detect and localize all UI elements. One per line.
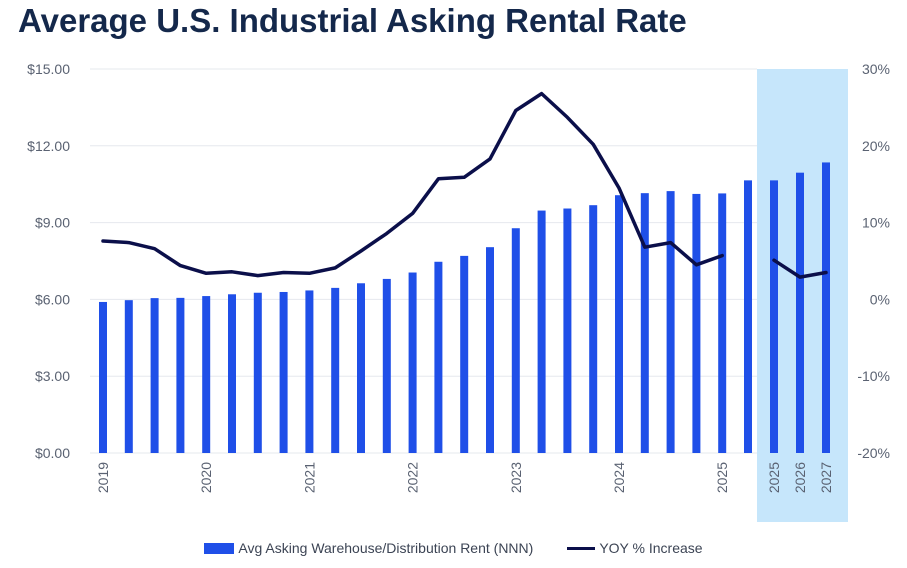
x-tick-label: 2024 [611,462,627,493]
y-left-tick-label: $0.00 [35,445,70,461]
chart-title: Average U.S. Industrial Asking Rental Ra… [18,2,687,39]
line-yoy [101,91,724,278]
bar-rent [692,193,701,454]
bar-rent [228,294,236,453]
y-left-tick-label: $9.00 [35,215,70,231]
y-right-tick-label: -20% [857,445,890,461]
bar-rent [305,290,314,453]
legend-label-yoy: YOY % Increase [599,540,703,556]
bar-rent [124,300,133,453]
line-yoy-forecast [772,258,828,279]
bar-rent [150,298,159,453]
x-tick-label: 2022 [405,462,421,493]
bar-rent-forecast [770,180,778,454]
bar-rent [202,296,211,453]
y-right-tick-label: 10% [862,215,890,231]
y-right-tick-label: 30% [862,61,890,77]
bar-rent [176,297,185,453]
legend-item-rent: Avg Asking Warehouse/Distribution Rent (… [204,540,533,556]
bar-rent [460,255,469,453]
bar-rent [408,272,417,453]
x-tick-label: 2021 [301,462,317,493]
y-left-tick-label: $6.00 [35,291,70,307]
y-left-tick-label: $12.00 [27,138,70,154]
y-left-tick-label: $15.00 [27,61,70,77]
bar-rent [434,261,443,453]
bar-rent-forecast [796,172,804,453]
bar-rent [615,195,623,453]
y-right-tick-label: 0% [870,291,890,307]
bar-rent [511,228,520,453]
x-tick-label: 2020 [198,462,214,493]
x-tick-label-forecast: 2027 [818,462,834,493]
bar-rent [640,193,649,453]
bar-rent [589,205,598,453]
bar-rent [486,247,494,453]
bar-rent [99,301,107,453]
bar-rent [718,193,727,453]
bar-rent [563,208,572,453]
y-right-tick-label: -10% [857,368,890,384]
x-tick-label: 2025 [714,462,730,493]
x-tick-label: 2019 [95,462,111,493]
bar-rent-forecast [822,162,830,453]
legend-bar-swatch [204,542,235,554]
legend-label-rent: Avg Asking Warehouse/Distribution Rent (… [238,540,534,556]
bar-rent [382,278,391,453]
bar-rent [253,292,262,453]
x-tick-label-forecast: 2025 [766,462,782,493]
y-right-tick-label: 20% [862,138,890,154]
chart-legend: Avg Asking Warehouse/Distribution Rent (… [0,540,907,556]
legend-item-yoy: YOY % Increase [567,540,703,556]
bar-rent [744,180,752,454]
legend-line-swatch [567,546,596,550]
y-left-tick-label: $3.00 [35,368,70,384]
x-tick-label-forecast: 2026 [792,462,808,493]
x-tick-label: 2023 [508,462,524,493]
chart-plot: $0.00 -20% $3.00 -10% $6.00 0% $9.00 10% $12.00 2… [27,61,890,522]
bar-rent [331,287,340,453]
bar-rent [666,191,675,453]
bar-rent [279,291,288,453]
bar-rent [357,283,365,453]
bar-rent [537,210,546,453]
